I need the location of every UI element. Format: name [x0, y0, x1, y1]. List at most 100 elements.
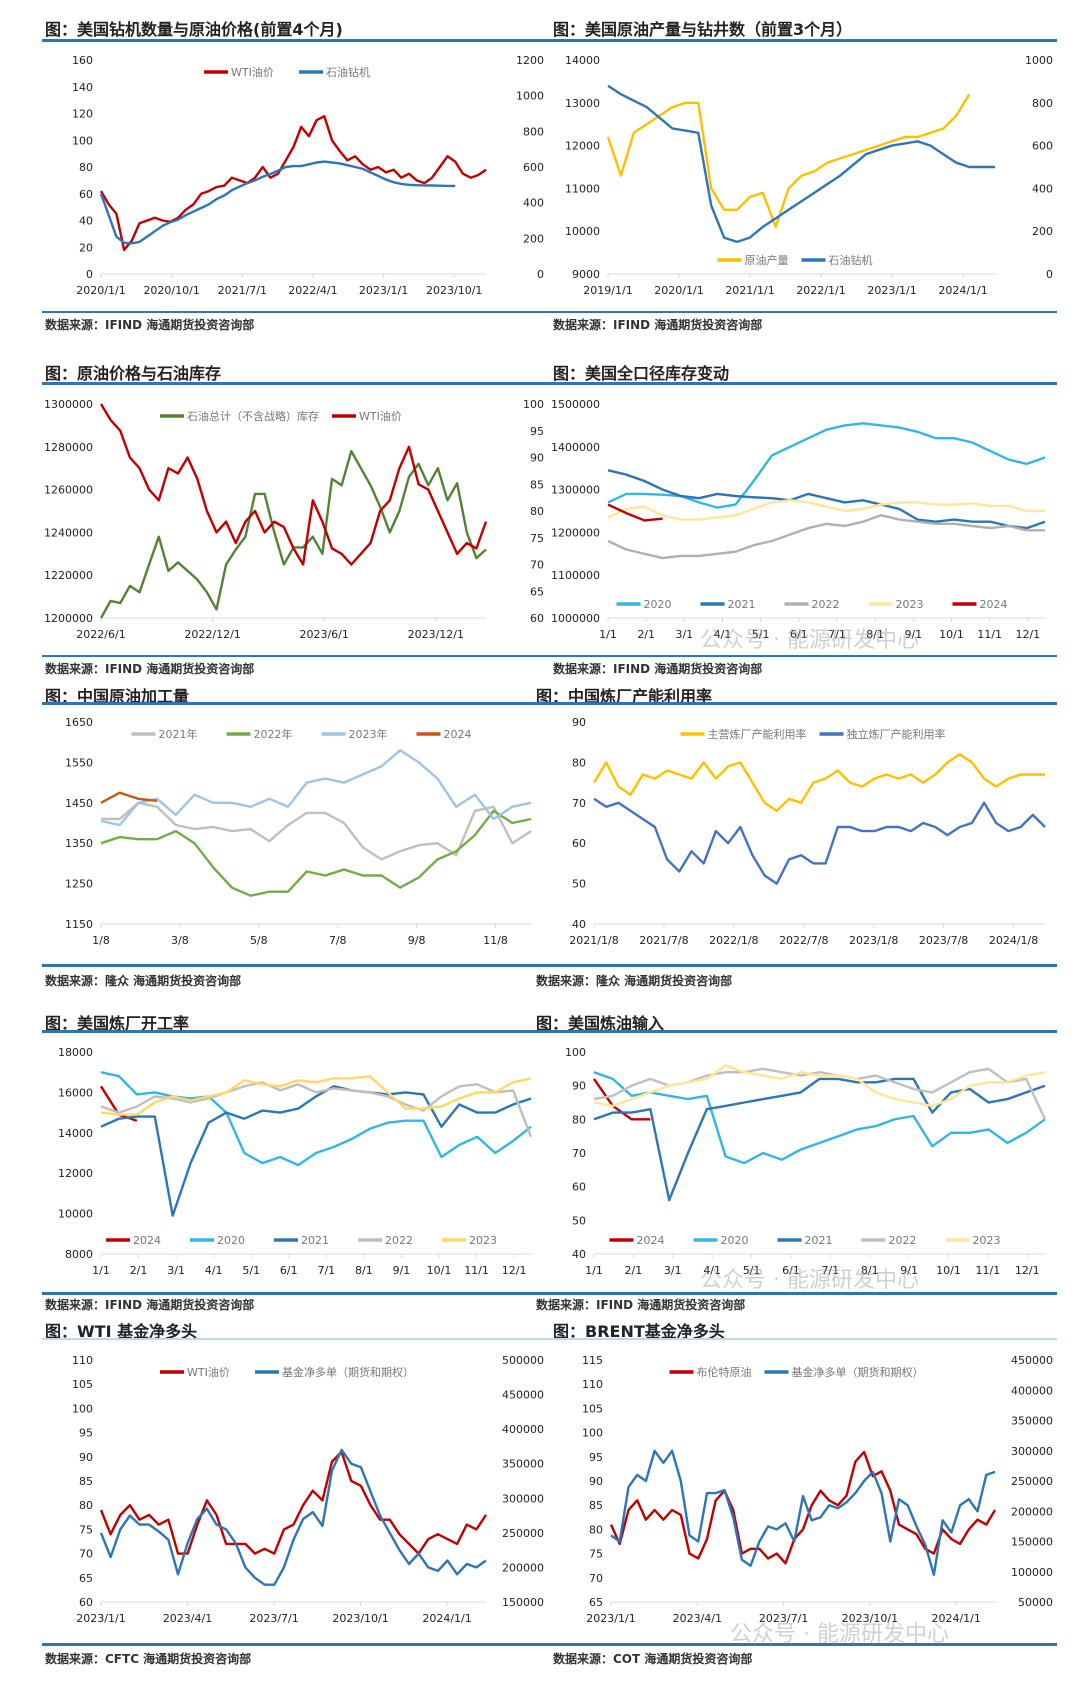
- y-tick-label: 1280000: [44, 441, 93, 454]
- chart-china-utilization: 40 50 60 70 80 90 2021/1/8 2021/7/8 2022/1/8 2022…: [569, 716, 1046, 947]
- legend-item: 主营炼厂产能利用率: [680, 727, 807, 741]
- x-tick-label: 2020/1/1: [654, 284, 703, 297]
- legend-item: 2020: [693, 1234, 749, 1247]
- y-tick-label: 14000: [58, 1127, 93, 1140]
- legend-item: 石油钻机: [299, 65, 370, 79]
- y-tick-label: 50: [572, 1214, 586, 1227]
- legend-item: 2024: [952, 598, 1008, 611]
- panel-title: 图：原油价格与石油库存: [45, 364, 222, 383]
- x-tick-label: 7/8: [329, 934, 347, 947]
- source-note: 数据来源：IFIND 海通期货投资咨询部: [536, 1298, 746, 1312]
- series-line-0: [609, 1450, 997, 1565]
- x-tick-label: 2022/12/1: [184, 628, 240, 641]
- y2-tick-label: 250000: [1011, 1475, 1053, 1488]
- divider: [42, 1292, 1057, 1295]
- source-note: 数据来源：隆众 海通期货投资咨询部: [45, 974, 242, 988]
- y-tick-label: 85: [589, 1499, 603, 1512]
- y-tick-label: 140: [72, 81, 93, 94]
- series-line-3: [100, 1081, 533, 1138]
- y-tick-label: 80: [79, 1499, 93, 1512]
- x-tick-label: 2021/1/1: [725, 284, 774, 297]
- x-tick-label: 9/1: [904, 628, 922, 641]
- y2-tick-label: 400000: [502, 1423, 544, 1436]
- y-tick-label: 1260000: [44, 484, 93, 497]
- series-line-1: [100, 809, 532, 897]
- series-line-2: [593, 1077, 1046, 1202]
- legend-label: 2021年: [159, 727, 198, 741]
- y-tick-label: 90: [79, 1451, 93, 1464]
- x-tick-label: 11/1: [977, 628, 1002, 641]
- x-tick-label: 1/1: [585, 1264, 603, 1277]
- legend-item: WTI油价: [204, 65, 274, 79]
- y2-tick-label: 800: [523, 125, 544, 138]
- y-tick-label: 70: [572, 1147, 586, 1160]
- x-tick-label: 2022/6/1: [76, 628, 125, 641]
- x-tick-label: 5/8: [250, 934, 268, 947]
- x-tick-label: 12/1: [1015, 1264, 1040, 1277]
- x-tick-label: 2024/1/8: [989, 934, 1038, 947]
- panel-title: 图：BRENT基金净多头: [553, 1322, 725, 1341]
- y-tick-label: 1250: [65, 878, 93, 891]
- y-tick-label: 0: [86, 268, 93, 281]
- y-tick-label: 60: [79, 188, 93, 201]
- y-tick-label: 65: [589, 1596, 603, 1609]
- y2-tick-label: 600: [1032, 140, 1053, 153]
- legend-label: 2024: [637, 1234, 665, 1247]
- y2-tick-label: 450000: [502, 1389, 544, 1402]
- y-tick-label: 70: [572, 797, 586, 810]
- y-tick-label: 1100000: [551, 569, 600, 582]
- x-tick-label: 1/1: [599, 628, 617, 641]
- series-line-0: [99, 1450, 488, 1555]
- legend-item: 2020: [190, 1234, 245, 1247]
- legend-label: 主营炼厂产能利用率: [708, 727, 807, 741]
- legend-label: 2023年: [349, 727, 388, 741]
- divider: [42, 311, 1057, 313]
- y-tick-label: 40: [572, 1248, 586, 1261]
- x-tick-label: 4/1: [714, 628, 732, 641]
- x-tick-label: 2024/1/1: [938, 284, 987, 297]
- y2-tick-label: 500000: [502, 1354, 544, 1367]
- source-note: 数据来源：IFIND 海通期货投资咨询部: [45, 1298, 255, 1312]
- y-tick-label: 50: [572, 878, 586, 891]
- panel-title: 图：美国炼厂开工率: [45, 1014, 190, 1033]
- y-tick-label: 160: [72, 54, 93, 67]
- y-tick-label: 1000000: [551, 612, 600, 625]
- x-tick-label: 5/1: [743, 1264, 761, 1277]
- chart-us-refinery-input: 40 50 60 70 80 90 100 1/1 2/1 3/1 4/1 5/1 6/1 7/1 8/1 9…: [565, 1046, 1047, 1277]
- x-tick-label: 2/1: [625, 1264, 643, 1277]
- series-line-4: [607, 503, 663, 522]
- x-tick-label: 9/1: [900, 1264, 918, 1277]
- y2-tick-label: 1000: [516, 90, 544, 103]
- x-tick-label: 2019/1/1: [583, 284, 632, 297]
- series-line-0: [99, 115, 487, 252]
- y-tick-label: 100: [582, 1427, 603, 1440]
- y2-tick-label: 400: [1032, 182, 1053, 195]
- legend-label: 2022: [812, 598, 840, 611]
- y2-tick-label: 350000: [502, 1458, 544, 1471]
- y-tick-label: 1150: [65, 918, 93, 931]
- y-tick-label: 60: [572, 1181, 586, 1194]
- legend-item: 2022: [358, 1234, 413, 1247]
- y2-tick-label: 1000: [1025, 54, 1053, 67]
- source-note: 数据来源：IFIND 海通期货投资咨询部: [553, 662, 763, 676]
- legend-label: 原油产量: [745, 253, 789, 267]
- chart-rigs-wti: 0 20 40 60 80 100 120 140 160 0 200 400 600 800 1000 12…: [72, 54, 544, 297]
- panel-title: 图：美国炼油输入: [536, 1014, 665, 1033]
- y-tick-label: 100: [72, 1402, 93, 1415]
- x-tick-label: 2/1: [637, 628, 655, 641]
- source-note: 数据来源：IFIND 海通期货投资咨询部: [553, 318, 763, 332]
- y2-tick-label: 50000: [1018, 1596, 1053, 1609]
- y-tick-label: 14000: [565, 54, 600, 67]
- y2-tick-label: 400: [523, 197, 544, 210]
- x-tick-label: 11/1: [976, 1264, 1001, 1277]
- x-tick-label: 6/1: [280, 1264, 298, 1277]
- x-tick-label: 12/1: [502, 1264, 527, 1277]
- y-tick-label: 90: [589, 1475, 603, 1488]
- x-tick-label: 2022/7/8: [779, 934, 828, 947]
- y2-tick-label: 75: [530, 532, 544, 545]
- y-tick-label: 13000: [565, 97, 600, 110]
- legend-item: 2022: [784, 598, 840, 611]
- series-line-2: [100, 749, 532, 827]
- x-tick-label: 2023/1/8: [849, 934, 898, 947]
- y-tick-label: 95: [79, 1427, 93, 1440]
